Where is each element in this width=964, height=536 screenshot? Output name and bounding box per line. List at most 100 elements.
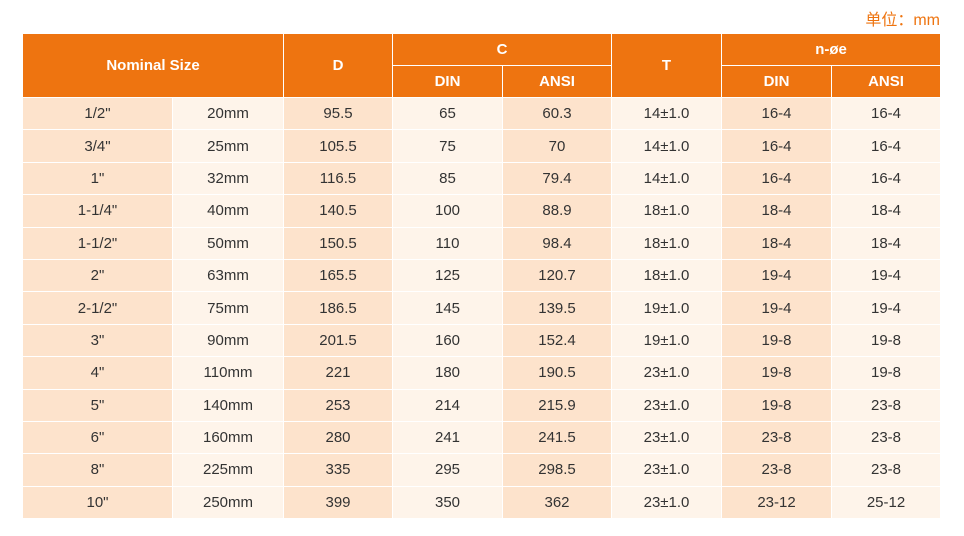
table-cell: 140mm	[171, 388, 285, 422]
table-cell: 75mm	[171, 291, 285, 325]
table-cell: 18±1.0	[611, 226, 723, 260]
table-cell: 85	[392, 161, 504, 196]
header-cell: Nominal Size	[21, 33, 285, 98]
table-cell: 20mm	[171, 96, 285, 131]
table-row: 1-1/4" 40mm 140.5 100 88.9 18±1.0 18-4 18-4	[22, 194, 942, 228]
table-cell: 253	[283, 388, 394, 422]
table-cell: 190.5	[502, 356, 613, 390]
header-cell: C	[392, 33, 613, 66]
table-row: 1/2" 20mm 95.5 65 60.3 14±1.0 16-4 16-4	[22, 96, 942, 131]
table-cell: 214	[392, 388, 504, 422]
table-cell: 250mm	[171, 485, 285, 520]
header-cell: DIN	[721, 65, 833, 98]
table-cell: 18-4	[831, 194, 942, 228]
unit-label: 单位：mm	[865, 12, 940, 29]
table-cell: 19-8	[721, 323, 833, 358]
table-cell: 18-4	[721, 194, 833, 228]
table-cell: 19-4	[831, 291, 942, 325]
table-cell: 295	[392, 453, 504, 487]
table-cell: 16-4	[721, 129, 833, 163]
table-cell: 125	[392, 258, 504, 293]
table-cell: 6"	[22, 420, 173, 455]
table-cell: 100	[392, 194, 504, 228]
table-cell: 298.5	[502, 453, 613, 487]
table-row: 4" 110mm 221 180 190.5 23±1.0 19-8 19-8	[22, 356, 942, 390]
table-cell: 120.7	[502, 258, 613, 293]
table-cell: 221	[283, 356, 394, 390]
table-row: 8" 225mm 335 295 298.5 23±1.0 23-8 23-8	[22, 453, 942, 487]
table-row: 6" 160mm 280 241 241.5 23±1.0 23-8 23-8	[22, 420, 942, 455]
table-cell: 350	[392, 485, 504, 520]
table-cell: 280	[283, 420, 394, 455]
table-cell: 1-1/4"	[22, 194, 173, 228]
table-cell: 23-8	[831, 420, 942, 455]
table-cell: 241.5	[502, 420, 613, 455]
table-cell: 1/2"	[22, 96, 173, 131]
table-cell: 145	[392, 291, 504, 325]
table-cell: 98.4	[502, 226, 613, 260]
table-body: 1/2" 20mm 95.5 65 60.3 14±1.0 16-4 16-4 3/4" 25mm…	[22, 96, 942, 520]
table-cell: 23±1.0	[611, 420, 723, 455]
table-cell: 150.5	[283, 226, 394, 260]
table-cell: 160	[392, 323, 504, 358]
table-cell: 1-1/2"	[22, 226, 173, 260]
table-cell: 165.5	[283, 258, 394, 293]
table-row: 5" 140mm 253 214 215.9 23±1.0 19-8 23-8	[22, 388, 942, 422]
table-cell: 19±1.0	[611, 323, 723, 358]
table-cell: 70	[502, 129, 613, 163]
header-cell: ANSI	[502, 65, 613, 98]
table-cell: 14±1.0	[611, 161, 723, 196]
table-cell: 18-4	[721, 226, 833, 260]
table-cell: 16-4	[721, 161, 833, 196]
table-cell: 60.3	[502, 96, 613, 131]
header-cell: D	[283, 33, 394, 98]
table-cell: 23-8	[831, 453, 942, 487]
table-cell: 16-4	[721, 96, 833, 131]
table-cell: 23±1.0	[611, 356, 723, 390]
table-cell: 1"	[22, 161, 173, 196]
table-cell: 23-12	[721, 485, 833, 520]
table-row: 1" 32mm 116.5 85 79.4 14±1.0 16-4 16-4	[22, 161, 942, 196]
table-head: Nominal Size D C T n-øe DIN ANSI DIN ANS…	[21, 33, 942, 98]
table-cell: 4"	[22, 356, 173, 390]
table-cell: 88.9	[502, 194, 613, 228]
spec-table: Nominal Size D C T n-øe DIN ANSI DIN ANS…	[21, 33, 942, 520]
table-cell: 25-12	[831, 485, 942, 520]
table-cell: 19-4	[831, 258, 942, 293]
table-cell: 2-1/2"	[22, 291, 173, 325]
table-cell: 23-8	[831, 388, 942, 422]
table-cell: 19-8	[721, 356, 833, 390]
table-cell: 23±1.0	[611, 388, 723, 422]
header-cell: T	[611, 33, 723, 98]
table-cell: 139.5	[502, 291, 613, 325]
table-cell: 152.4	[502, 323, 613, 358]
table-cell: 79.4	[502, 161, 613, 196]
table-cell: 186.5	[283, 291, 394, 325]
table-cell: 19-8	[831, 323, 942, 358]
table-cell: 19-4	[721, 291, 833, 325]
table-cell: 140.5	[283, 194, 394, 228]
table-cell: 215.9	[502, 388, 613, 422]
table-cell: 105.5	[283, 129, 394, 163]
table-cell: 8"	[22, 453, 173, 487]
table-cell: 180	[392, 356, 504, 390]
table-row: 3/4" 25mm 105.5 75 70 14±1.0 16-4 16-4	[22, 129, 942, 163]
table-cell: 25mm	[171, 129, 285, 163]
table-cell: 16-4	[831, 96, 942, 131]
table-row: 2" 63mm 165.5 125 120.7 18±1.0 19-4 19-4	[22, 258, 942, 293]
table-cell: 3"	[22, 323, 173, 358]
table-cell: 18±1.0	[611, 194, 723, 228]
table-cell: 50mm	[171, 226, 285, 260]
table-cell: 32mm	[171, 161, 285, 196]
table-cell: 19-4	[721, 258, 833, 293]
table-cell: 201.5	[283, 323, 394, 358]
header-cell: ANSI	[831, 65, 942, 98]
table-cell: 14±1.0	[611, 96, 723, 131]
header-cell: n-øe	[721, 33, 942, 66]
table-cell: 95.5	[283, 96, 394, 131]
table-cell: 225mm	[171, 453, 285, 487]
table-cell: 65	[392, 96, 504, 131]
table-cell: 2"	[22, 258, 173, 293]
table-cell: 19-8	[831, 356, 942, 390]
table-cell: 160mm	[171, 420, 285, 455]
